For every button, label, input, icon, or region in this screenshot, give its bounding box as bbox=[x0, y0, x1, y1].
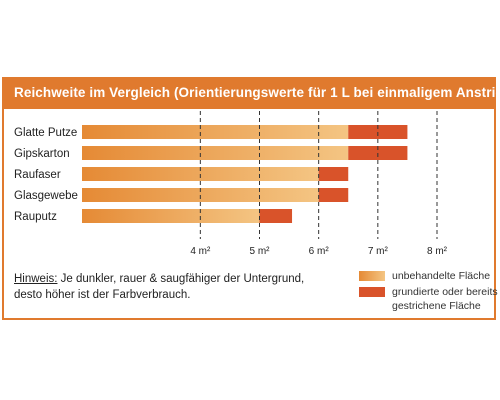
bar-primed bbox=[318, 188, 349, 202]
legend-swatch-primed bbox=[359, 287, 385, 297]
bar-untreated bbox=[82, 125, 349, 139]
tick-label: 5 m² bbox=[250, 246, 271, 257]
bar-untreated bbox=[82, 209, 260, 223]
category-label: Gipskarton bbox=[14, 148, 70, 160]
tick-label: 6 m² bbox=[309, 246, 330, 257]
chart-title: Reichweite im Vergleich (Orientierungswe… bbox=[14, 85, 500, 100]
legend-label-untreated: unbehandelte Fläche bbox=[392, 270, 491, 282]
hint-note: Hinweis: Je dunkler, rauer & saugfähiger… bbox=[14, 271, 334, 303]
legend-label-primed: grundierte oder bereits gestrichene Fläc… bbox=[392, 285, 500, 313]
legend-label-primed-line2: gestrichene Fläche bbox=[392, 300, 481, 312]
legend-swatch-untreated bbox=[359, 271, 385, 281]
category-label: Rauputz bbox=[14, 211, 57, 223]
hint-text-line2: desto höher ist der Farbverbrauch. bbox=[14, 289, 191, 301]
category-label: Glatte Putze bbox=[14, 127, 77, 139]
title-bar: Reichweite im Vergleich (Orientierungswe… bbox=[4, 79, 500, 109]
bar-primed bbox=[259, 209, 293, 223]
chart-card: Reichweite im Vergleich (Orientierungswe… bbox=[2, 77, 500, 320]
hint-label: Hinweis: bbox=[14, 273, 58, 285]
bar-chart: Glatte Putze Gipskarton Raufaser Glasgewebe… bbox=[14, 111, 448, 257]
legend-label-primed-line1: grundierte oder bereits bbox=[392, 286, 498, 298]
tick-label: 7 m² bbox=[368, 246, 389, 257]
bar-untreated bbox=[82, 146, 349, 160]
hint-text-line1: Je dunkler, rauer & saugfähiger der Unte… bbox=[57, 273, 305, 285]
category-label: Raufaser bbox=[14, 169, 61, 181]
tick-label: 8 m² bbox=[427, 246, 448, 257]
tick-label: 4 m² bbox=[190, 246, 211, 257]
bar-primed bbox=[318, 167, 349, 181]
category-label: Glasgewebe bbox=[14, 190, 78, 202]
